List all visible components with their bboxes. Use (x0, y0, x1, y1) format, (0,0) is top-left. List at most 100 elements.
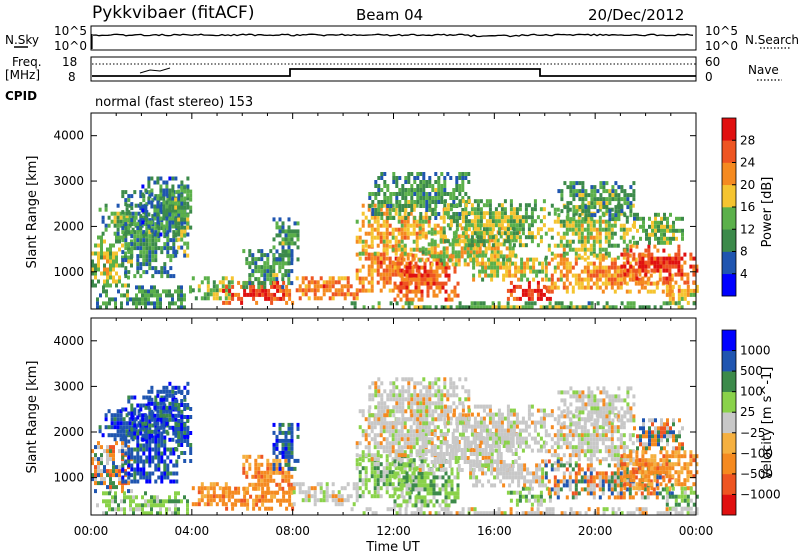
power-cell (403, 272, 407, 277)
noise-left-tick-bottom: 10^0 (54, 39, 87, 53)
power-cell (385, 207, 389, 212)
power-cell (503, 211, 507, 216)
power-cell (442, 215, 446, 220)
power-cell (124, 238, 128, 243)
power-cell (282, 296, 286, 301)
power-cell (515, 296, 519, 301)
freq-left-tick-bottom: 8 (68, 70, 76, 84)
power-cell (130, 239, 133, 244)
power-cell (398, 176, 402, 180)
velocity-cell (275, 442, 279, 447)
power-cell (147, 200, 151, 205)
power-cell (252, 288, 256, 293)
velocity-cell (118, 477, 121, 482)
velocity-cell (186, 507, 189, 512)
velocity-cell (355, 441, 359, 446)
power-cell (424, 234, 428, 239)
power-cell (432, 257, 436, 262)
power-cell (524, 211, 528, 216)
power-cell (415, 231, 419, 236)
power-cell (391, 227, 395, 232)
velocity-cell (104, 413, 108, 418)
power-cell (479, 239, 483, 244)
velocity-cell (394, 457, 398, 462)
power-cell (551, 305, 555, 310)
power-cell (515, 284, 519, 289)
power-cell (490, 257, 494, 262)
velocity-cell (269, 478, 273, 483)
velocity-cell (395, 385, 399, 390)
power-cell (490, 273, 494, 278)
power-cell (668, 268, 672, 273)
velocity-cell (206, 486, 210, 491)
power-cell (424, 247, 428, 252)
power-cell (626, 268, 630, 273)
power-cell (103, 267, 106, 272)
power-cell (515, 235, 519, 240)
power-cell (580, 243, 584, 248)
velocity-cell (127, 399, 131, 404)
velocity-cell (108, 503, 111, 508)
power-cell (674, 280, 678, 285)
power-cell (266, 253, 270, 258)
power-cell (583, 277, 587, 282)
power-cell (586, 247, 590, 252)
velocity-cell (361, 466, 365, 471)
power-cell (604, 285, 608, 290)
velocity-cell (403, 437, 407, 442)
velocity-cell (284, 430, 288, 435)
power-cell (607, 243, 611, 248)
velocity-cell (186, 439, 190, 443)
power-cell (106, 251, 109, 256)
velocity-cell (272, 470, 276, 475)
power-cell (449, 192, 453, 196)
velocity-cell (172, 451, 176, 456)
power-cell (334, 288, 338, 293)
power-cell (461, 176, 465, 180)
power-cell (524, 292, 528, 297)
power-cell (491, 211, 495, 216)
power-cell (692, 256, 696, 261)
velocity-cell (165, 393, 169, 398)
power-cell (479, 231, 483, 236)
power-cell (114, 305, 117, 310)
power-cell (421, 234, 425, 239)
power-cell (410, 192, 414, 196)
velocity-cell (243, 490, 247, 495)
power-cell (409, 276, 413, 281)
power-cell (499, 250, 503, 255)
velocity-cell (395, 409, 399, 414)
velocity-cell (189, 451, 193, 455)
power-cell (607, 235, 611, 240)
velocity-cell (183, 427, 187, 431)
power-cell (400, 244, 404, 249)
velocity-cell (118, 481, 121, 486)
power-cell (141, 204, 145, 209)
velocity-cell (364, 445, 368, 450)
velocity-cell (136, 443, 140, 448)
velocity-cell (248, 466, 252, 471)
velocity-cell (331, 482, 335, 487)
power-cell (617, 185, 621, 190)
power-cell (183, 201, 187, 206)
power-cell (527, 284, 531, 289)
velocity-cell (377, 401, 381, 406)
power-cell (411, 277, 415, 282)
power-cell (512, 305, 516, 310)
power-cell (583, 247, 587, 252)
velocity-cell (386, 393, 390, 398)
power-cell (206, 276, 210, 281)
velocity-cell (124, 451, 128, 456)
power-cell (197, 288, 201, 293)
power-cell (174, 208, 178, 213)
power-cell (622, 231, 626, 236)
velocity-cell (218, 494, 222, 499)
power-cell (452, 196, 456, 200)
power-cell (557, 189, 561, 194)
power-cell (284, 237, 288, 242)
power-cell (478, 261, 482, 266)
power-cell (246, 292, 250, 297)
power-cell (586, 219, 590, 224)
power-cell (284, 233, 288, 238)
velocity-cell (168, 499, 171, 504)
